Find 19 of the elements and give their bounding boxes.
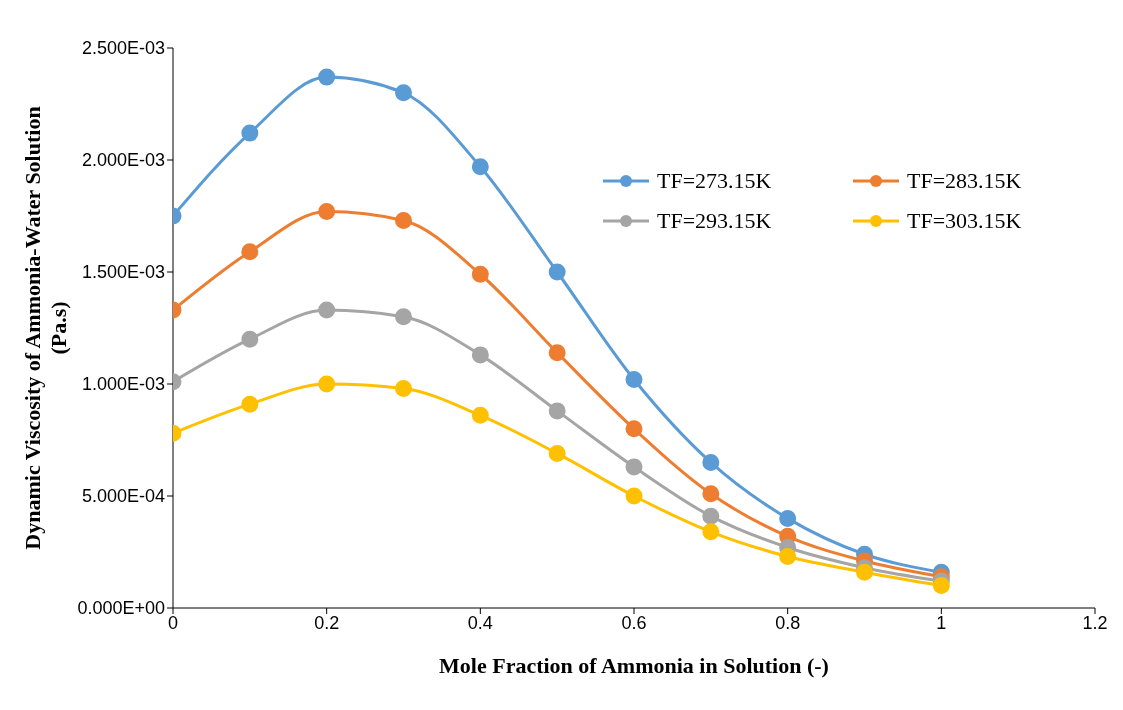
legend-label: TF=293.15K xyxy=(657,208,772,234)
x-tick-label: 0.8 xyxy=(775,612,801,633)
legend-label: TF=303.15K xyxy=(907,208,1022,234)
y-tick-label: 1.000E-03 xyxy=(81,374,165,395)
y-tick-label: 5.000E-04 xyxy=(81,486,165,507)
x-tick-label: 0.6 xyxy=(621,612,647,633)
legend-label: TF=273.15K xyxy=(657,168,772,194)
x-tick-label: 1.2 xyxy=(1082,612,1108,633)
y-tick-label: 0.000E+00 xyxy=(77,598,165,619)
x-tick-label: 0.2 xyxy=(314,612,340,633)
y-tick-label: 2.000E-03 xyxy=(81,150,165,171)
y-axis-title: Dynamic Viscosity of Ammonia-Water Solution (Pa.s) xyxy=(20,106,71,550)
y-tick-label: 1.500E-03 xyxy=(81,262,165,283)
x-tick-label: 0 xyxy=(167,612,179,633)
x-axis-title: Mole Fraction of Ammonia in Solution (-) xyxy=(439,653,829,678)
legend-label: TF=283.15K xyxy=(907,168,1022,194)
x-tick-label: 1 xyxy=(936,612,947,633)
x-tick-label: 0.4 xyxy=(467,612,493,633)
y-tick-label: 2.500E-03 xyxy=(81,38,165,59)
